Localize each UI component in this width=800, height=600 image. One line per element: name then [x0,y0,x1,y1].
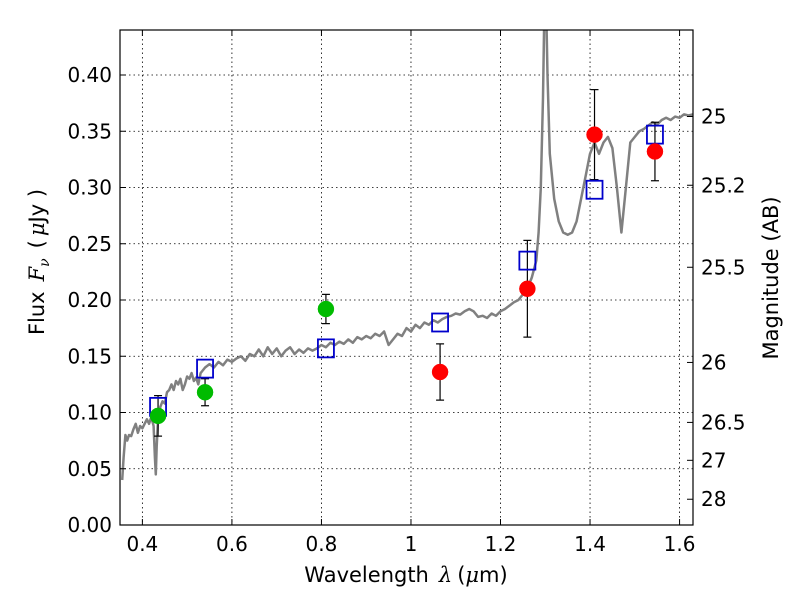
y-tick-label: 0.10 [67,401,112,425]
spectrum-line [120,30,693,481]
y-tick-label: 0.35 [67,119,112,143]
y-tick-label: 0.30 [67,176,112,200]
x-tick-label: 1.6 [664,532,696,556]
observed-point [196,384,214,401]
x-tick-label: 1.4 [574,532,606,556]
y-tick-label: 0.20 [67,288,112,312]
axis-ticks: 0.4 0.6 0.8 1 1.2 1.4 1.6 0.00 0.05 0.10 0.15 0.20 0… [67,30,746,556]
x-axis-label: Wavelength λ (μm) [304,563,507,587]
model-photometry-square [585,179,604,200]
x-tick-label: 1.2 [485,532,517,556]
x-tick-label: 1 [405,532,418,556]
observed-point [586,126,603,143]
y2-axis-label: Magnitude (AB) [759,196,783,359]
model-photometry-square [431,312,449,333]
x-tick-label: 0.4 [126,532,158,556]
mag-tick-label: 26 [701,350,726,374]
observed-point [149,407,167,425]
model-photometry-square [196,358,214,379]
y-tick-label: 0.00 [67,513,112,537]
x-tick-label: 0.6 [216,532,248,556]
mag-tick-label: 25 [701,105,726,129]
y-tick-label: 0.25 [67,232,112,256]
observed-point [431,363,449,381]
observed-point [646,143,664,160]
y-tick-label: 0.05 [67,457,112,481]
axes-frame [119,29,694,526]
y-tick-label: 0.15 [67,344,112,368]
mag-tick-label: 27 [701,448,726,472]
observed-point [317,300,335,318]
model-photometry-square [317,338,335,359]
x-tick-label: 0.8 [306,532,338,556]
mag-tick-label: 25.2 [701,173,746,197]
y-tick-label: 0.40 [67,63,112,87]
plot-area [120,30,693,481]
y-axis-label: FluxFν(μJy ) [25,189,53,335]
model-photometry-square [518,250,537,271]
mag-tick-label: 25.5 [701,255,746,279]
observed-point [519,280,536,297]
mag-tick-label: 26.5 [701,410,746,434]
mag-tick-label: 28 [701,487,726,511]
